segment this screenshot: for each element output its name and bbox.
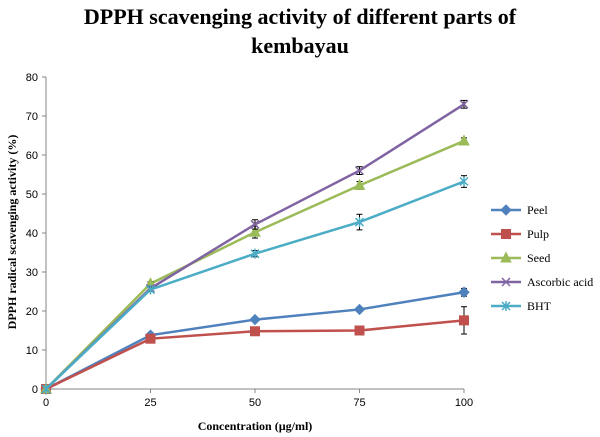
data-point-ascorbic-acid-shape xyxy=(354,166,365,176)
series-line-seed xyxy=(45,139,465,390)
plot-area: 0 10 20 30 40 50 60 70 80 0 25 50 75 100 xyxy=(26,72,473,409)
data-point-bht xyxy=(354,217,365,228)
data-point-pulp xyxy=(459,315,469,326)
data-point-seed-shape xyxy=(249,225,261,237)
data-point-bht xyxy=(145,284,156,295)
legend-marker-peel-shape xyxy=(500,204,512,216)
legend: Peel Pulp Seed Ascorbic acid BHT xyxy=(491,203,593,313)
legend-marker-pulp-shape xyxy=(501,229,511,239)
data-point-peel-shape xyxy=(353,303,366,316)
data-point-ascorbic-acid xyxy=(459,99,469,109)
series-line-ascorbic-acid xyxy=(45,103,465,390)
data-point-seed xyxy=(249,225,261,237)
y-tick-label: 70 xyxy=(26,111,38,123)
chart-title-line2: kembayau xyxy=(251,33,349,58)
data-point-peel xyxy=(249,313,261,326)
y-tick-label: 10 xyxy=(26,345,38,357)
data-point-pulp-shape xyxy=(250,326,260,337)
legend-label-seed: Seed xyxy=(527,251,550,265)
data-point-peel xyxy=(458,286,470,298)
data-point-bht xyxy=(459,176,469,187)
data-point-bht-shape xyxy=(41,384,51,394)
x-tick-label: 25 xyxy=(144,397,156,409)
data-point-ascorbic-acid-shape xyxy=(459,99,469,109)
series-line-peel xyxy=(45,291,465,391)
legend-label-bht: BHT xyxy=(527,299,552,313)
data-point-peel-shape xyxy=(458,286,470,298)
x-axis-title: Concentration (µg/ml) xyxy=(198,419,313,433)
data-point-seed xyxy=(353,178,366,190)
chart-title-line1: DPPH scavenging activity of different pa… xyxy=(84,4,517,29)
y-tick-label: 60 xyxy=(26,150,38,162)
data-point-ascorbic-acid xyxy=(354,166,365,176)
x-tick-label: 100 xyxy=(455,397,473,409)
y-tick-label: 20 xyxy=(26,306,38,318)
y-tick-label: 50 xyxy=(26,189,38,201)
legend-marker-peel xyxy=(500,204,512,216)
data-point-bht xyxy=(41,384,51,394)
y-axis-title: DPPH radical scavenging activity (%) xyxy=(5,135,19,330)
x-tick-label: 50 xyxy=(249,397,261,409)
legend-label-ascorbic-acid: Ascorbic acid xyxy=(527,275,593,289)
data-point-seed-shape xyxy=(353,178,366,190)
legend-marker-ascorbic-acid xyxy=(501,277,511,287)
data-point-pulp-shape xyxy=(354,325,365,336)
legend-marker-seed-shape xyxy=(500,251,512,263)
data-point-pulp-shape xyxy=(145,333,156,344)
data-point-pulp-shape xyxy=(459,315,469,326)
data-point-bht-shape xyxy=(145,284,156,295)
x-tick-label: 0 xyxy=(43,397,49,409)
data-point-bht-shape xyxy=(459,176,469,187)
data-point-pulp xyxy=(354,325,365,336)
data-point-bht-shape xyxy=(354,217,365,228)
data-point-bht-shape xyxy=(250,248,260,259)
data-point-ascorbic-acid xyxy=(250,219,260,229)
y-tick-label: 30 xyxy=(26,267,38,279)
legend-marker-pulp xyxy=(501,229,511,239)
data-point-peel-shape xyxy=(249,313,261,326)
legend-marker-ascorbic-acid-shape xyxy=(501,277,511,287)
legend-marker-bht xyxy=(501,301,511,311)
y-tick-label: 40 xyxy=(26,228,38,240)
data-point-ascorbic-acid-shape xyxy=(250,219,260,229)
data-point-bht xyxy=(250,248,260,259)
y-tick-label: 0 xyxy=(32,384,38,396)
y-tick-label: 80 xyxy=(26,72,38,84)
legend-marker-seed xyxy=(500,251,512,263)
data-point-seed-shape xyxy=(458,134,470,146)
legend-label-peel: Peel xyxy=(527,203,548,217)
data-point-peel xyxy=(353,303,366,316)
data-point-seed xyxy=(458,134,470,146)
x-tick-label: 75 xyxy=(353,397,365,409)
data-point-pulp xyxy=(250,326,260,337)
data-point-pulp xyxy=(145,333,156,344)
legend-marker-bht-shape xyxy=(501,301,511,311)
legend-label-pulp: Pulp xyxy=(527,227,549,241)
